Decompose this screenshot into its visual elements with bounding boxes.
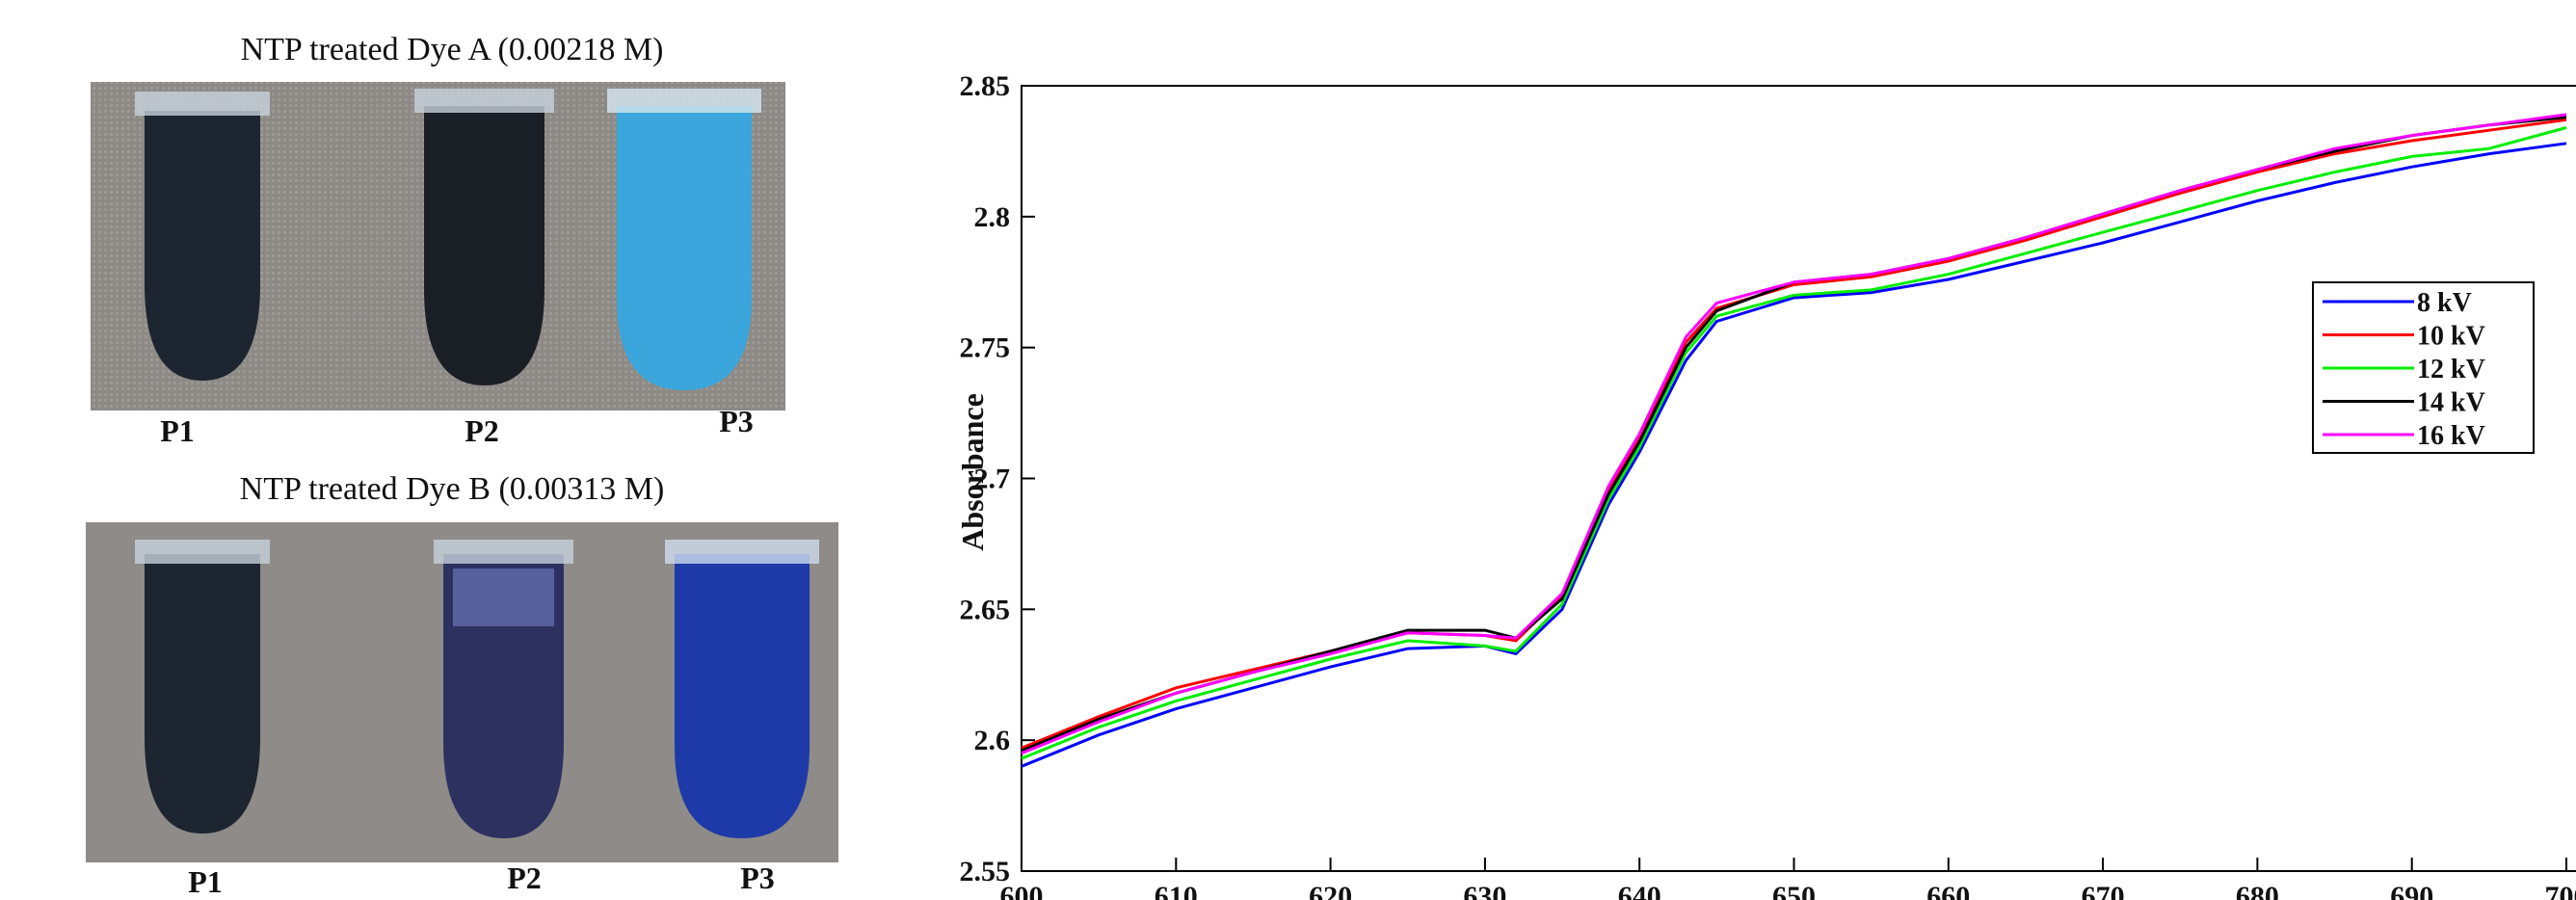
y-tick-label: 2.55 [960,856,1011,887]
x-tick-label: 660 [1926,881,1970,900]
photo-label: P1 [160,413,195,448]
photo [91,82,785,410]
photo-caption: NTP treated Dye A (0.00218 M) [241,32,664,67]
legend-label: 8 kV [2417,288,2472,318]
data-line [1021,113,2567,755]
plot-area: 2.55 2.6 2.65 2.7 2.75 2.8 2.85 600 610 620 630 640… [960,70,2576,900]
y-tick-label: 2.65 [960,594,1011,625]
x-tick-label: 640 [1618,881,1661,900]
x-tick-label: 610 [1155,881,1198,900]
data-line [1021,142,2567,768]
legend-label: 12 kV [2417,355,2485,384]
y-tick-label: 2.6 [974,725,1011,756]
x-tick-label: 620 [1309,881,1352,900]
x-tick-label: 700 [2545,881,2576,900]
data-line [1021,126,2567,760]
x-tick-label: 630 [1463,881,1506,900]
photo-label: P3 [740,860,775,895]
x-tick-label: 670 [2082,881,2125,900]
legend-label: 10 kV [2417,322,2485,352]
legend-label: 16 kV [2417,421,2485,451]
photo-caption: NTP treated Dye B (0.00313 M) [240,471,665,507]
axes-frame [1021,85,2576,872]
y-tick-label: 2.8 [974,201,1011,233]
photo-label: P2 [465,413,499,448]
y-tick-label: 2.85 [960,70,1011,102]
x-tick-label: 600 [1000,881,1044,900]
photo-label: P2 [507,860,542,895]
x-tick-label: 680 [2236,881,2279,900]
x-tick-label: 690 [2390,881,2433,900]
photo-label: P3 [719,404,754,438]
legend-label: 14 kV [2417,388,2485,418]
x-tick-label: 650 [1772,881,1816,900]
y-tick-label: 2.7 [974,463,1011,495]
photo [86,522,838,862]
photo-label: P1 [188,864,223,899]
y-axis-label: Absorbance [955,393,990,551]
y-tick-label: 2.75 [960,332,1011,364]
